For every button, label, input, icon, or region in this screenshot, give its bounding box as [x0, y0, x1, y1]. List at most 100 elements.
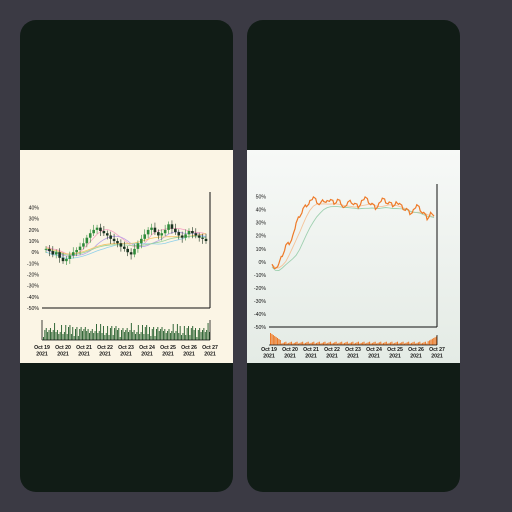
volume-bar	[366, 342, 368, 345]
volume-bar	[392, 343, 394, 345]
volume-bar	[79, 329, 81, 340]
volume-bar	[157, 327, 159, 340]
volume-bar	[419, 341, 421, 345]
candlestick-chart[interactable]: 40% 30% 20% 10% 0% -10% -20% -30% -40% -50% Oct 19…	[20, 150, 233, 363]
x-tick-year: 2021	[263, 354, 275, 360]
volume-bar	[162, 331, 164, 340]
volume-bar	[105, 333, 107, 340]
volume-bar	[275, 337, 277, 345]
candle-body	[201, 237, 204, 239]
volume-bar	[348, 343, 350, 345]
left-phone-frame: 40% 30% 20% 10% 0% -10% -20% -30% -40% -50% Oct 19…	[20, 20, 233, 492]
volume-bar	[436, 336, 438, 345]
volume-bar	[142, 325, 143, 340]
volume-bar	[66, 334, 68, 340]
x-tick-date: Oct 22	[324, 347, 340, 353]
volume-bar	[160, 329, 162, 340]
volume-bar	[126, 328, 128, 340]
volume-bar	[172, 324, 174, 340]
volume-bar	[119, 337, 121, 340]
volume-bar	[203, 328, 205, 340]
volume-bar	[197, 330, 199, 340]
volume-bar	[311, 342, 313, 345]
volume-bar	[97, 333, 99, 340]
candle-body	[167, 224, 170, 230]
volume-bar	[114, 328, 116, 340]
volume-bar	[154, 336, 156, 340]
volume-bar	[270, 333, 272, 345]
volume-bar	[331, 343, 333, 345]
volume-bar	[69, 325, 71, 340]
volume-bar	[178, 333, 180, 340]
volume-bar	[307, 341, 309, 345]
x-tick-year: 2021	[204, 352, 216, 358]
volume-bar	[195, 328, 196, 340]
volume-bar	[290, 341, 293, 345]
volume-bar	[345, 342, 347, 345]
volume-bar	[190, 328, 192, 340]
volume-bar	[293, 342, 295, 345]
x-tick-year: 2021	[99, 352, 111, 358]
volume-bar	[206, 330, 208, 340]
candle-body	[78, 246, 82, 250]
volume-bar	[310, 342, 312, 345]
x-tick-date: Oct 21	[303, 347, 319, 353]
volume-bar	[321, 342, 323, 345]
y-tick-label: -40%	[27, 295, 39, 301]
x-tick-year: 2021	[368, 354, 380, 360]
volume-bar	[83, 329, 85, 340]
volume-bar	[121, 330, 123, 340]
volume-bar	[394, 342, 396, 345]
volume-bar	[164, 329, 166, 340]
volume-bar	[430, 339, 432, 345]
volume-bar	[49, 328, 51, 340]
volume-bar	[189, 335, 191, 340]
y-tick-label: 0%	[32, 250, 40, 256]
volume-bar	[279, 340, 281, 345]
volume-bar	[282, 342, 284, 345]
volume-bar	[318, 341, 320, 345]
volume-bar	[378, 342, 380, 345]
volume-bar	[356, 342, 358, 345]
candle-body	[54, 252, 58, 255]
volume-bar	[362, 342, 364, 345]
candle-body	[126, 248, 130, 253]
volume-bar	[63, 332, 65, 340]
volume-bar	[101, 333, 103, 340]
moving-average-line	[271, 206, 435, 271]
price-line	[271, 195, 435, 270]
volume-bar	[388, 342, 390, 345]
volume-bar	[185, 335, 187, 340]
volume-bar	[143, 334, 145, 340]
x-tick-year: 2021	[326, 354, 338, 360]
volume-bar	[115, 326, 117, 340]
volume-bar	[295, 342, 297, 345]
volume-bar	[434, 337, 436, 345]
volume-bar	[302, 341, 304, 345]
x-tick-date: Oct 23	[345, 347, 361, 353]
volume-bar	[144, 327, 146, 340]
candle-body	[99, 227, 102, 232]
y-tick-label: 30%	[29, 217, 40, 223]
volume-bar	[409, 343, 411, 345]
volume-bar	[93, 333, 95, 340]
volume-bar	[174, 333, 176, 340]
volume-bar	[371, 342, 373, 345]
volume-bar	[381, 343, 383, 345]
y-tick-label: -40%	[254, 312, 266, 318]
volume-bar	[313, 341, 315, 345]
line-chart[interactable]: 50% 40% 30% 20% 10% 0% -10% -20% -30% -40% -50% Oct…	[247, 150, 460, 363]
volume-bar	[122, 328, 124, 340]
volume-bar	[385, 341, 387, 345]
volume-bar	[283, 342, 286, 345]
volume-bar	[346, 341, 348, 345]
volume-bar	[332, 342, 334, 345]
volume-bar	[188, 326, 189, 340]
volume-bar	[209, 332, 210, 340]
candle-body	[58, 252, 61, 258]
volume-bar	[391, 341, 393, 345]
volume-bar	[274, 336, 276, 345]
volume-bar	[56, 330, 58, 340]
y-tick-label: 10%	[29, 239, 40, 245]
y-tick-label: -20%	[27, 273, 39, 279]
